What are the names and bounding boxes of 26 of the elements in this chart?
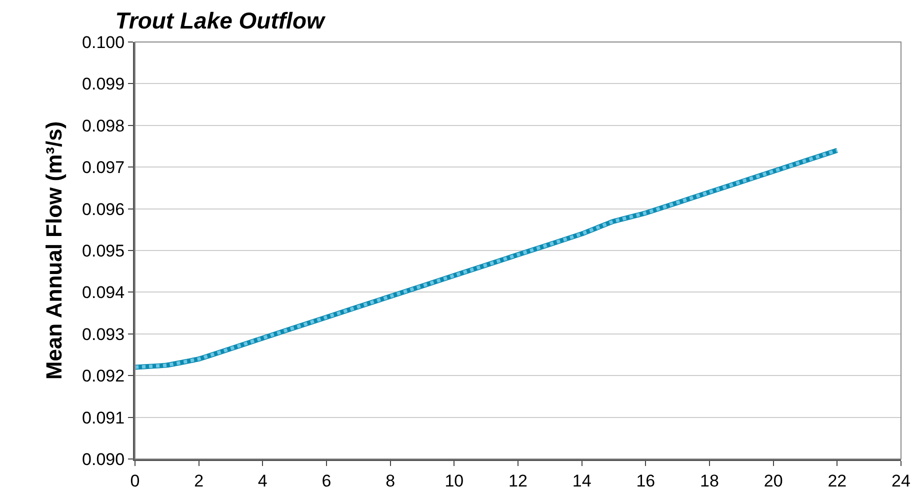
- y-tick-label: 0.090: [82, 450, 125, 469]
- x-tick-label: 10: [444, 471, 464, 490]
- chart-title: Trout Lake Outflow: [115, 8, 326, 34]
- x-tick-label: 22: [828, 471, 847, 490]
- x-tick-label: 4: [258, 471, 268, 490]
- x-tick-label: 2: [194, 471, 204, 490]
- y-tick-label: 0.095: [82, 241, 125, 260]
- y-tick-label: 0.097: [82, 158, 125, 178]
- y-tick-label: 0.093: [82, 324, 125, 344]
- y-axis-title: Mean Annual Flow (m³/s): [41, 121, 66, 380]
- y-tick-label: 0.098: [82, 116, 125, 136]
- y-tick-label: 0.100: [82, 32, 125, 52]
- y-tick-label: 0.091: [82, 408, 125, 428]
- x-tick-label: 12: [508, 471, 528, 490]
- x-tick-label: 16: [636, 471, 656, 490]
- y-tick-label: 0.099: [82, 74, 125, 94]
- x-tick-label: 18: [700, 471, 719, 490]
- y-tick-label: 0.092: [82, 366, 125, 386]
- x-tick-label: 24: [892, 471, 910, 490]
- x-tick-label: 0: [130, 471, 140, 490]
- x-tick-label: 20: [764, 471, 783, 490]
- x-tick-label: 14: [572, 471, 592, 490]
- y-tick-label: 0.096: [82, 200, 125, 219]
- x-tick-label: 8: [386, 471, 396, 490]
- y-tick-label: 0.094: [82, 283, 125, 302]
- x-tick-label: 6: [322, 471, 332, 490]
